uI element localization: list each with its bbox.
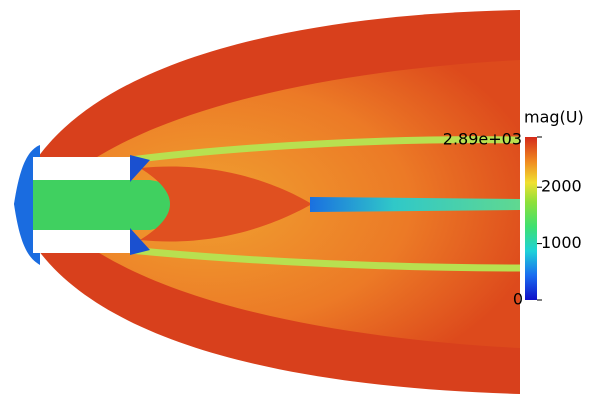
tick-label: 1000 [541,233,582,252]
colorbar [525,137,537,300]
flow-field [14,10,520,394]
tick-label: 2000 [541,177,582,196]
tick-label: 2.89e+03 [443,130,522,149]
body-block [33,230,130,253]
colorbar-title: mag(U) [524,108,584,127]
tick-label: 0 [513,290,523,309]
visualization: mag(U) 0 1000 2000 2.89e+03 [0,0,607,398]
body-block [33,157,130,180]
